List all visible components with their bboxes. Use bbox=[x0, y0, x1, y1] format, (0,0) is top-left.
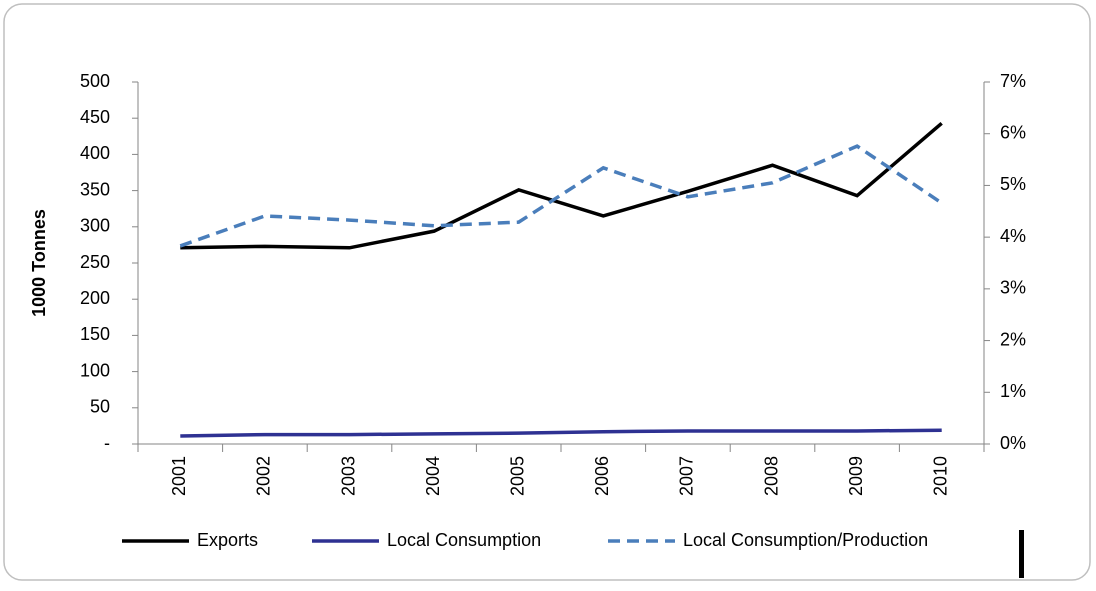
series-line bbox=[180, 428, 942, 438]
x-tick-label: 2003 bbox=[338, 456, 358, 496]
x-tick-label: 2005 bbox=[507, 456, 527, 496]
y-tick-label: 50 bbox=[90, 397, 110, 417]
y-tick-label: 500 bbox=[80, 71, 110, 91]
legend-label: Local Consumption bbox=[387, 530, 541, 550]
x-tick-label: 2010 bbox=[930, 456, 950, 496]
y-tick-label: 300 bbox=[80, 216, 110, 236]
x-tick-label: 2006 bbox=[592, 456, 612, 496]
series-line bbox=[180, 121, 943, 250]
x-tick-label: 2001 bbox=[169, 456, 189, 496]
y2-tick-label: 3% bbox=[1000, 278, 1026, 298]
y2-tick-label: 4% bbox=[1000, 226, 1026, 246]
y-tick-label: 100 bbox=[80, 360, 110, 380]
x-tick-label: 2004 bbox=[423, 456, 443, 496]
legend-label: Exports bbox=[197, 530, 258, 550]
y-axis-label: 1000 Tonnes bbox=[29, 209, 49, 317]
y2-tick-label: 5% bbox=[1000, 174, 1026, 194]
y-tick-label: 150 bbox=[80, 324, 110, 344]
y-tick-label: - bbox=[104, 433, 110, 453]
y2-tick-label: 6% bbox=[1000, 122, 1026, 142]
x-tick-label: 2002 bbox=[254, 456, 274, 496]
y2-tick-label: 0% bbox=[1000, 433, 1026, 453]
x-tick-label: 2007 bbox=[677, 456, 697, 496]
x-tick-label: 2009 bbox=[846, 456, 866, 496]
chart-frame bbox=[3, 3, 1091, 581]
legend-label: Local Consumption/Production bbox=[683, 530, 928, 550]
decoration-bar bbox=[1019, 530, 1024, 578]
x-tick-label: 2008 bbox=[761, 456, 781, 496]
y2-tick-label: 2% bbox=[1000, 329, 1026, 349]
y-tick-label: 350 bbox=[80, 179, 110, 199]
y-tick-label: 200 bbox=[80, 288, 110, 308]
y2-tick-label: 7% bbox=[1000, 71, 1026, 91]
y2-tick-label: 1% bbox=[1000, 381, 1026, 401]
y-tick-label: 250 bbox=[80, 252, 110, 272]
y-tick-label: 400 bbox=[80, 143, 110, 163]
y-tick-label: 450 bbox=[80, 107, 110, 127]
series-line bbox=[179, 144, 943, 248]
